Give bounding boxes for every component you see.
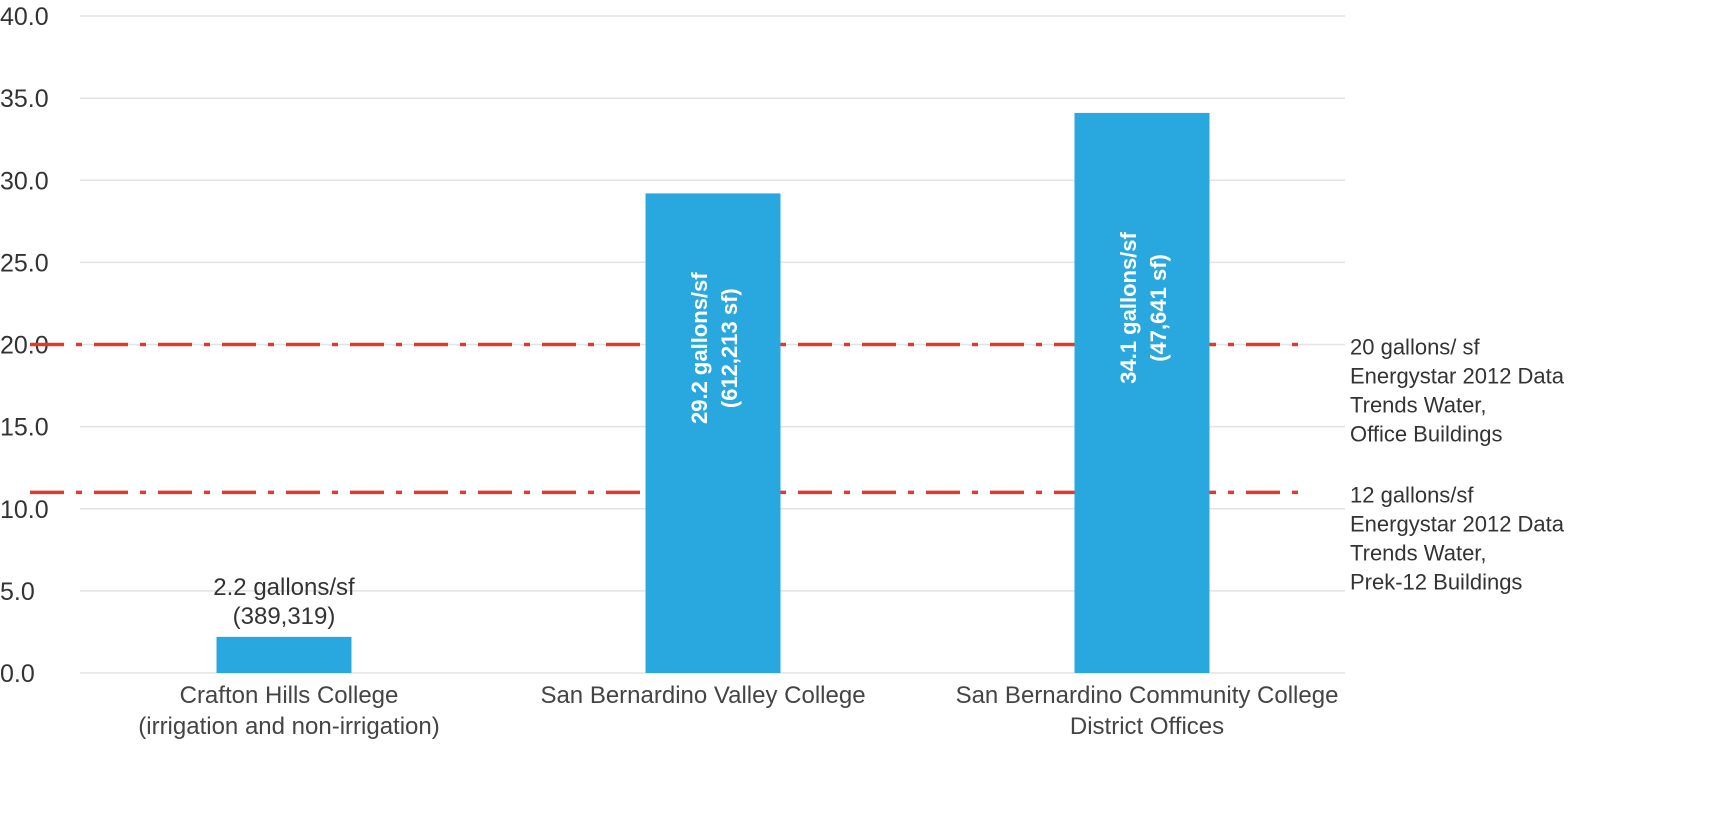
y-tick-label: 35.0 [0, 85, 49, 113]
y-tick-label: 15.0 [0, 414, 49, 442]
data-label: (612,213 sf) [717, 288, 742, 408]
reference-line-label: Office Buildings [1350, 422, 1502, 447]
x-axis: Crafton Hills College (irrigation and non… [138, 682, 1338, 740]
category-label: Crafton Hills College [180, 682, 399, 709]
y-tick-label: 0.0 [0, 660, 35, 688]
bar [216, 636, 352, 673]
data-label: (389,319) [233, 603, 336, 630]
reference-line-label: Energystar 2012 Data [1350, 364, 1565, 389]
reference-line-label: Trends Water, [1350, 393, 1487, 418]
data-label: 34.1 gallons/sf [1116, 231, 1141, 383]
reference-line-label: Energystar 2012 Data [1350, 511, 1565, 536]
category-label: San Bernardino Valley College [540, 682, 865, 709]
y-tick-label: 30.0 [0, 167, 49, 195]
bars [216, 112, 1210, 674]
category-label: (irrigation and non-irrigation) [138, 713, 439, 740]
data-label-group: 29.2 gallons/sf (612,213 sf) [687, 272, 742, 424]
reference-line-label: 20 gallons/ sf [1350, 335, 1481, 360]
data-labels: 2.2 gallons/sf(389,319) 29.2 gallons/sf (6… [213, 231, 1171, 629]
bar [645, 193, 781, 673]
data-label-group: 34.1 gallons/sf (47,641 sf) [1116, 231, 1171, 383]
reference-line-label: Trends Water, [1350, 540, 1487, 565]
reference-line-label: Prek-12 Buildings [1350, 569, 1522, 594]
y-tick-label: 5.0 [0, 578, 35, 606]
y-tick-label: 40.0 [0, 3, 49, 31]
bar [1074, 112, 1210, 674]
y-tick-label: 25.0 [0, 249, 49, 277]
reference-lines: 20 gallons/ sf Energystar 2012 Data Trends… [30, 335, 1565, 594]
category-label: San Bernardino Community College [956, 682, 1339, 709]
data-label: (47,641 sf) [1146, 254, 1171, 362]
data-label: 29.2 gallons/sf [687, 272, 712, 424]
data-label: 2.2 gallons/sf [213, 574, 355, 601]
category-label: District Offices [1070, 713, 1224, 740]
reference-line-label: 12 gallons/sf [1350, 482, 1474, 507]
y-tick-label: 10.0 [0, 496, 49, 524]
y-axis: 0.05.010.015.020.025.030.035.040.0 [0, 3, 49, 688]
